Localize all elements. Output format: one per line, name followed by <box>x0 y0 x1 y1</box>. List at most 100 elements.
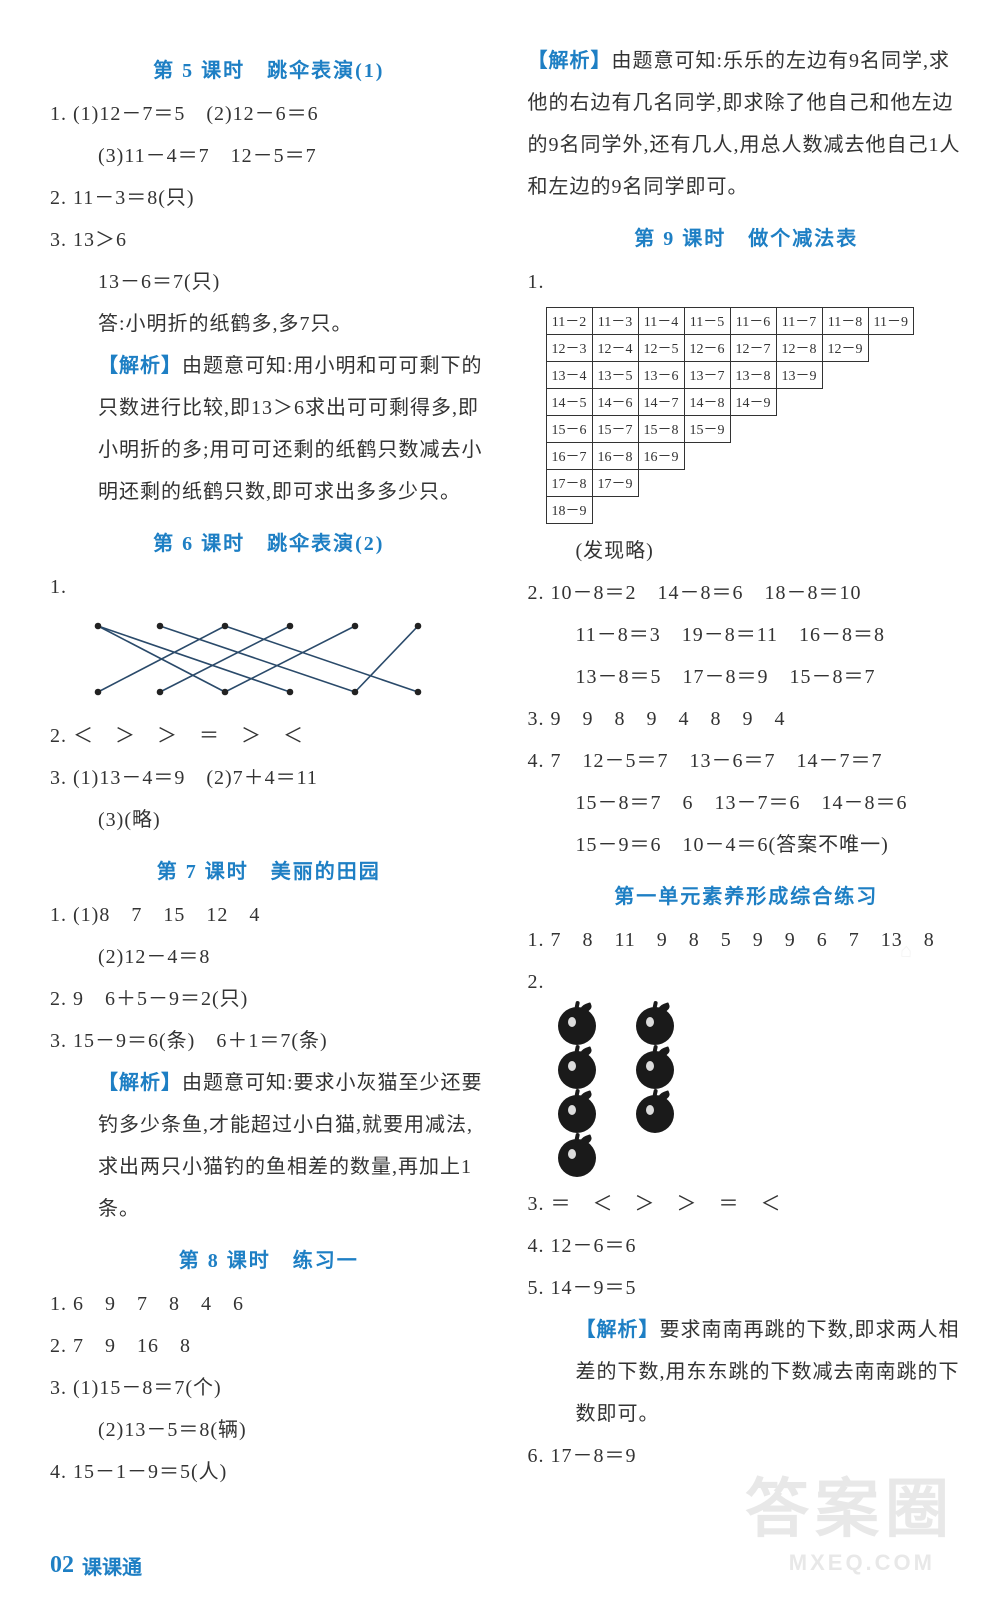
watermark-small: MXEQ.COM <box>789 1550 935 1576</box>
table-cell: 12－9 <box>822 335 868 362</box>
table-cell <box>822 497 868 524</box>
analysis-label: 【解析】 <box>528 50 612 72</box>
table-cell: 13－4 <box>546 362 592 389</box>
table-cell: 11－2 <box>546 308 592 335</box>
table-cell <box>868 389 913 416</box>
table-cell <box>868 443 913 470</box>
s6-diagram <box>80 614 488 709</box>
table-cell: 11－4 <box>638 308 684 335</box>
s5-q2: 2. 11－3＝8(只) <box>50 177 488 219</box>
analysis-text: 由题意可知:用小明和可可剩下的只数进行比较,即13＞6求出可可剩得多,即小明折的… <box>98 355 483 503</box>
s6-q3b: (3)(略) <box>50 799 488 841</box>
section-6-title: 第 6 课时 跳伞表演(2) <box>50 527 488 556</box>
s5-q1b: (3)11－4＝7 12－5＝7 <box>50 135 488 177</box>
apple-icon <box>558 1007 596 1045</box>
s9-q2c: 13－8＝5 17－8＝9 15－8＝7 <box>528 656 966 698</box>
s7-q1b: (2)12－4＝8 <box>50 936 488 978</box>
apple-row <box>558 1051 966 1089</box>
s8-q3a: 3. (1)15－8＝7(个) <box>50 1367 488 1409</box>
table-cell: 11－6 <box>730 308 776 335</box>
table-cell <box>822 443 868 470</box>
table-cell: 11－9 <box>868 308 913 335</box>
s5-analysis: 【解析】由题意可知:用小明和可可剩下的只数进行比较,即13＞6求出可可剩得多,即… <box>50 345 488 513</box>
s9-q4b: 15－8＝7 6 13－7＝6 14－8＝6 <box>528 782 966 824</box>
s6-q1: 1. <box>50 566 488 608</box>
section-8-title: 第 8 课时 练习一 <box>50 1244 488 1273</box>
section-7-title: 第 7 课时 美丽的田园 <box>50 855 488 884</box>
table-cell: 12－5 <box>638 335 684 362</box>
s7-q2: 2. 9 6＋5－9＝2(只) <box>50 978 488 1020</box>
s5-q3b: 13－6＝7(只) <box>50 261 488 303</box>
table-cell: 11－7 <box>776 308 822 335</box>
page: 第 5 课时 跳伞表演(1) 1. (1)12－7＝5 (2)12－6＝6 (3… <box>0 0 995 1523</box>
table-cell: 12－3 <box>546 335 592 362</box>
table-cell: 15－7 <box>592 416 638 443</box>
table-cell <box>638 497 684 524</box>
apple-icon <box>636 1051 674 1089</box>
table-cell <box>868 362 913 389</box>
apple-row <box>558 1139 966 1177</box>
table-cell: 15－6 <box>546 416 592 443</box>
table-cell: 15－9 <box>684 416 730 443</box>
table-cell <box>730 497 776 524</box>
unit-q6: 6. 17－8＝9 <box>528 1435 966 1477</box>
table-cell: 12－7 <box>730 335 776 362</box>
s8-q4: 4. 15－1－9＝5(人) <box>50 1451 488 1493</box>
s8-q1: 1. 6 9 7 8 4 6 <box>50 1283 488 1325</box>
top-analysis: 【解析】由题意可知:乐乐的左边有9名同学,求他的右边有几名同学,即求除了他自己和… <box>528 40 966 208</box>
table-cell <box>638 470 684 497</box>
table-cell: 17－9 <box>592 470 638 497</box>
table-cell <box>684 443 730 470</box>
apple-icon <box>636 1095 674 1133</box>
table-cell: 13－5 <box>592 362 638 389</box>
table-cell: 13－8 <box>730 362 776 389</box>
table-cell: 12－8 <box>776 335 822 362</box>
table-cell <box>776 389 822 416</box>
apple-icon <box>558 1095 596 1133</box>
table-cell: 14－9 <box>730 389 776 416</box>
s5-q1a: 1. (1)12－7＝5 (2)12－6＝6 <box>50 93 488 135</box>
right-column: 【解析】由题意可知:乐乐的左边有9名同学,求他的右边有几名同学,即求除了他自己和… <box>528 40 966 1493</box>
table-cell <box>868 497 913 524</box>
table-cell: 16－7 <box>546 443 592 470</box>
table-cell: 12－6 <box>684 335 730 362</box>
table-cell: 11－3 <box>592 308 638 335</box>
table-cell: 11－8 <box>822 308 868 335</box>
table-cell: 18－9 <box>546 497 592 524</box>
s7-q3a: 3. 15－9＝6(条) 6＋1＝7(条) <box>50 1020 488 1062</box>
footer: 02 课课通 <box>50 1551 142 1580</box>
table-cell <box>730 470 776 497</box>
s5-q3c: 答:小明折的纸鹤多,多7只。 <box>50 303 488 345</box>
table-cell <box>592 497 638 524</box>
table-cell <box>684 497 730 524</box>
left-column: 第 5 课时 跳伞表演(1) 1. (1)12－7＝5 (2)12－6＝6 (3… <box>50 40 488 1493</box>
table-cell: 11－5 <box>684 308 730 335</box>
table-cell: 14－7 <box>638 389 684 416</box>
table-cell: 13－9 <box>776 362 822 389</box>
table-cell <box>730 443 776 470</box>
table-cell <box>822 389 868 416</box>
s9-q3: 3. 9 9 8 9 4 8 9 4 <box>528 698 966 740</box>
unit-q5a: 5. 14－9＝5 <box>528 1267 966 1309</box>
table-cell <box>822 470 868 497</box>
table-cell: 16－9 <box>638 443 684 470</box>
s8-q2: 2. 7 9 16 8 <box>50 1325 488 1367</box>
s8-q3b: (2)13－5＝8(辆) <box>50 1409 488 1451</box>
apple-icon <box>636 1007 674 1045</box>
unit-title: 第一单元素养形成综合练习 <box>528 880 966 909</box>
table-cell <box>776 443 822 470</box>
table-cell: 13－6 <box>638 362 684 389</box>
page-number: 02 <box>50 1552 74 1579</box>
table-cell: 17－8 <box>546 470 592 497</box>
table-cell: 13－7 <box>684 362 730 389</box>
table-cell <box>776 497 822 524</box>
analysis-text: 由题意可知:乐乐的左边有9名同学,求他的右边有几名同学,即求除了他自己和他左边的… <box>528 50 961 198</box>
table-cell <box>868 335 913 362</box>
apple-row <box>558 1095 966 1133</box>
table-cell: 15－8 <box>638 416 684 443</box>
s9-q1: 1. <box>528 261 966 303</box>
s9-note: (发现略) <box>528 530 966 572</box>
analysis-label: 【解析】 <box>576 1319 660 1341</box>
apple-grid <box>558 1007 966 1177</box>
s6-q3a: 3. (1)13－4＝9 (2)7＋4＝11 <box>50 757 488 799</box>
